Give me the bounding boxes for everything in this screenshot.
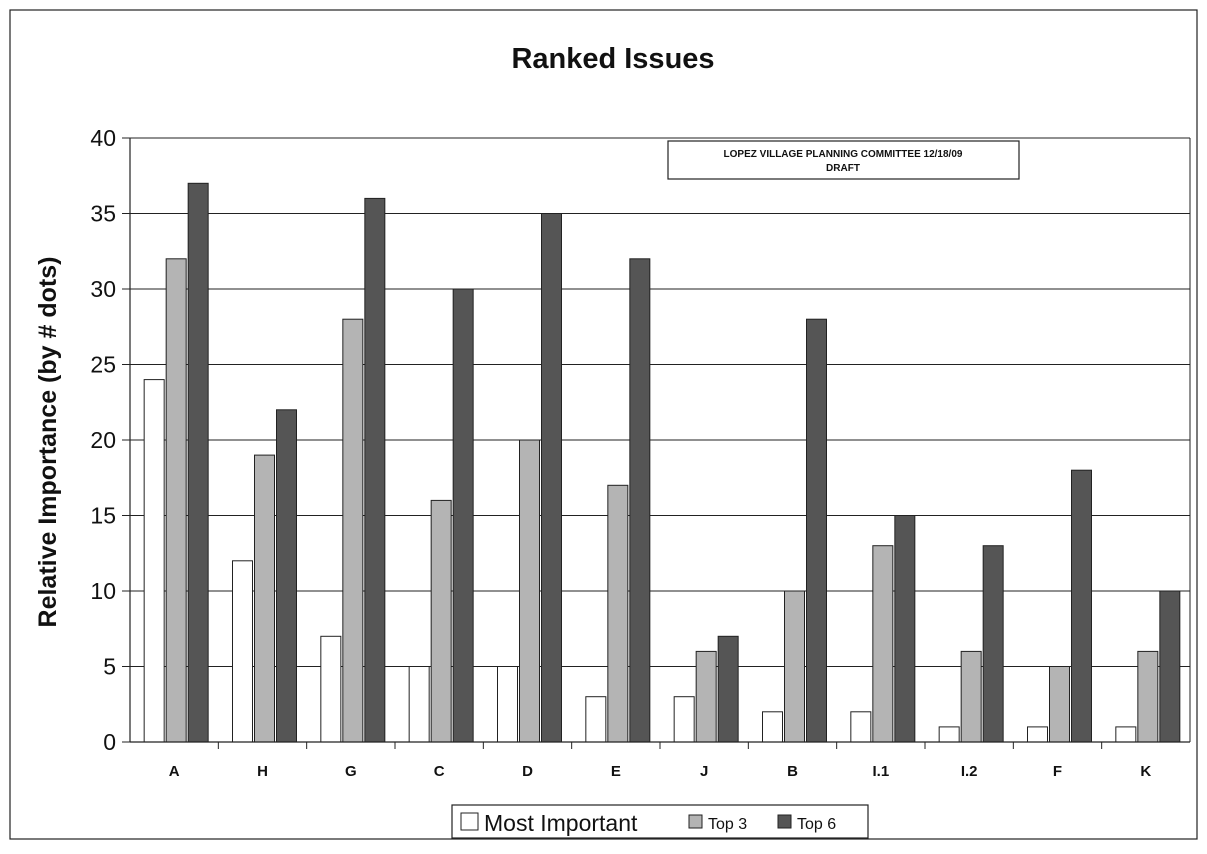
chart-title: Ranked Issues [511, 43, 714, 75]
legend-swatch-top-6 [777, 814, 792, 829]
legend-label-top-6: Top 6 [797, 816, 836, 833]
legend: Most Important Top 3 Top 6 [451, 804, 869, 839]
bar [695, 650, 717, 743]
annotation-line-1: LOPEZ VILLAGE PLANNING COMMITTEE 12/18/0… [724, 149, 963, 160]
bar [717, 635, 739, 743]
bar [143, 379, 165, 743]
x-tick-label: I.1 [872, 763, 889, 780]
y-tick-label: 10 [90, 578, 116, 604]
x-tick-label: E [611, 763, 621, 780]
legend-swatch-top-3 [688, 814, 703, 829]
legend-label-most-important: Most Important [484, 810, 638, 836]
bar [673, 696, 695, 743]
bar [784, 590, 805, 743]
bar [1159, 590, 1181, 743]
y-axis-label: Relative Importance (by # dots) [34, 257, 62, 628]
x-tick-label: A [169, 763, 180, 780]
y-tick-label: 25 [90, 352, 116, 378]
bar [254, 454, 275, 743]
bar [960, 650, 982, 743]
y-tick-label: 20 [90, 427, 116, 453]
axes [122, 137, 1191, 749]
bar [408, 666, 430, 743]
y-tick-label: 15 [90, 503, 116, 529]
bar [850, 711, 872, 743]
x-tick-label: H [257, 763, 268, 780]
bar [320, 635, 342, 743]
bar [497, 666, 518, 743]
bar [585, 696, 607, 743]
y-tick-label: 5 [103, 654, 116, 680]
bar [1137, 650, 1159, 743]
bar [1027, 726, 1048, 743]
bar [894, 515, 916, 743]
x-tick-labels: A H G C D E J B I.1 I.2 F K [169, 763, 1152, 780]
bar [232, 560, 253, 743]
legend-frame [451, 804, 869, 839]
x-tick-label: F [1053, 763, 1062, 780]
bar [806, 318, 827, 743]
legend-swatch-most-important [460, 812, 479, 831]
y-tick-labels: 0 5 10 15 20 25 30 35 40 [90, 125, 116, 755]
annotation-box: LOPEZ VILLAGE PLANNING COMMITTEE 12/18/0… [667, 140, 1020, 180]
x-tick-label: D [522, 763, 533, 780]
y-tick-label: 0 [103, 729, 116, 755]
x-tick-label: I.2 [961, 763, 978, 780]
bar [541, 213, 562, 743]
bar [430, 499, 452, 743]
x-tick-label: B [787, 763, 798, 780]
bar [165, 258, 187, 743]
bar [982, 545, 1004, 743]
bar [364, 197, 386, 743]
gridlines [130, 137, 1190, 667]
y-tick-label: 35 [90, 201, 116, 227]
bars [143, 182, 1181, 743]
bar [1071, 469, 1092, 743]
bar [187, 182, 209, 743]
bar [276, 409, 297, 743]
bar [342, 318, 364, 743]
bar [1049, 666, 1070, 743]
bar [629, 258, 651, 743]
bar [607, 484, 629, 743]
annotation-line-2: DRAFT [826, 163, 860, 174]
legend-label-top-3: Top 3 [708, 816, 747, 833]
bar [452, 288, 474, 743]
bar [1115, 726, 1137, 743]
x-tick-label: C [434, 763, 445, 780]
x-tick-label: G [345, 763, 357, 780]
bar [762, 711, 783, 743]
bar [872, 545, 894, 743]
bar [519, 439, 540, 743]
x-tick-label: K [1140, 763, 1151, 780]
x-tick-label: J [700, 763, 708, 780]
bar [938, 726, 960, 743]
annotation-frame [667, 140, 1020, 180]
y-tick-label: 40 [90, 125, 116, 151]
y-tick-label: 30 [90, 276, 116, 302]
